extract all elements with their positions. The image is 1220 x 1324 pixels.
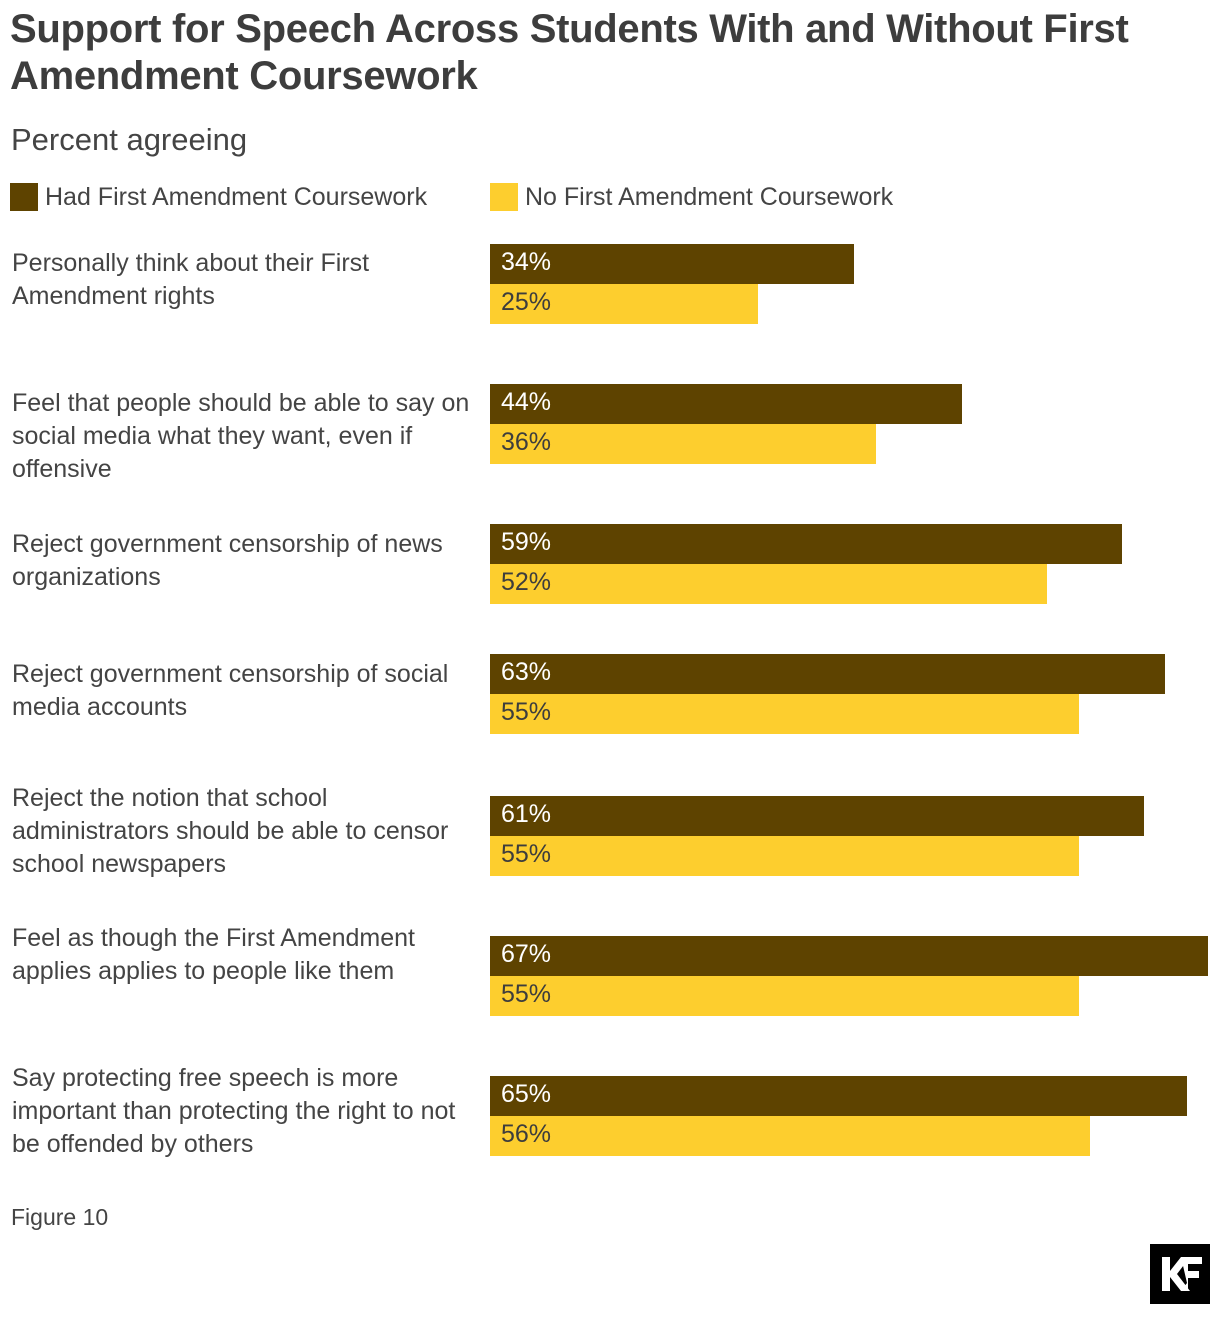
kf-logo-glyph xyxy=(1162,1257,1202,1291)
bar-value-label: 55% xyxy=(501,980,552,1008)
bar-no-coursework xyxy=(490,836,1079,876)
chart-title: Support for Speech Across Students With … xyxy=(10,7,1129,98)
bar-no-coursework xyxy=(490,284,758,324)
bar-value-label: 67% xyxy=(501,940,552,968)
legend-item-had-coursework: Had First Amendment Coursework xyxy=(10,182,427,212)
category-label: Personally think about their First Amend… xyxy=(12,249,370,310)
bar-had-coursework xyxy=(490,244,854,284)
kf-logo-icon xyxy=(1150,1244,1210,1304)
bar-value-label: 65% xyxy=(501,1080,552,1108)
category-label: Reject government censorship of social m… xyxy=(12,660,449,721)
bar-value-label: 59% xyxy=(501,528,552,556)
bar-value-label: 44% xyxy=(501,388,552,416)
figure-label: Figure 10 xyxy=(11,1204,109,1230)
bar-had-coursework xyxy=(490,654,1165,694)
bar-no-coursework xyxy=(490,694,1079,734)
bar-value-label: 61% xyxy=(501,800,552,828)
bar-no-coursework xyxy=(490,424,876,464)
bar-value-label: 25% xyxy=(501,288,552,316)
category-label: Reject the notion that school administra… xyxy=(12,784,449,878)
chart-legend: Had First Amendment Coursework No First … xyxy=(10,182,1210,212)
bar-value-label: 34% xyxy=(501,248,552,276)
category-label: Feel as though the First Amendment appli… xyxy=(12,924,415,985)
legend-swatch-no-coursework xyxy=(490,183,518,211)
bar-had-coursework xyxy=(490,524,1122,564)
bar-had-coursework xyxy=(490,936,1208,976)
bar-value-label: 63% xyxy=(501,658,552,686)
bar-value-label: 55% xyxy=(501,698,552,726)
legend-label-no-coursework: No First Amendment Coursework xyxy=(525,183,894,211)
category-label: Reject government censorship of news org… xyxy=(12,530,443,591)
category-label: Feel that people should be able to say o… xyxy=(12,389,470,483)
category-label: Say protecting free speech is more impor… xyxy=(12,1064,456,1158)
legend-swatch-had-coursework xyxy=(10,183,38,211)
chart-subtitle: Percent agreeing xyxy=(11,122,248,157)
bar-had-coursework xyxy=(490,1076,1187,1116)
bar-no-coursework xyxy=(490,1116,1090,1156)
bar-had-coursework xyxy=(490,384,962,424)
bar-value-label: 36% xyxy=(501,428,552,456)
bar-no-coursework xyxy=(490,976,1079,1016)
legend-item-no-coursework: No First Amendment Coursework xyxy=(490,182,893,212)
bar-value-label: 52% xyxy=(501,568,552,596)
bar-had-coursework xyxy=(490,796,1144,836)
legend-label-had-coursework: Had First Amendment Coursework xyxy=(45,183,428,211)
bar-value-label: 55% xyxy=(501,840,552,868)
bar-value-label: 56% xyxy=(501,1120,552,1148)
bar-no-coursework xyxy=(490,564,1047,604)
